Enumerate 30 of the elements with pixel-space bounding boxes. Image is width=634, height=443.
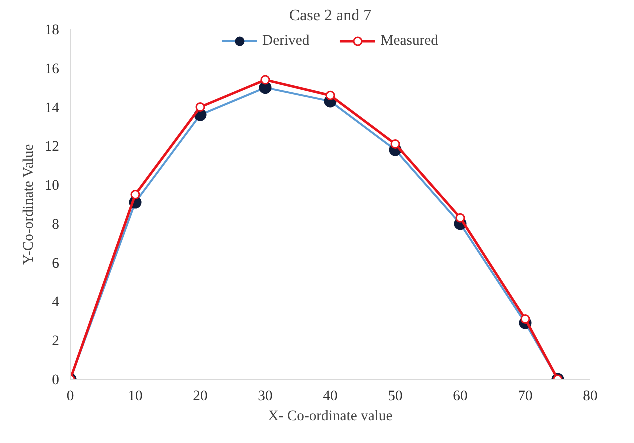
x-tick-label: 40 — [323, 388, 338, 404]
y-tick-label: 14 — [44, 100, 60, 116]
x-tick-label: 0 — [66, 388, 74, 404]
point — [130, 190, 140, 200]
legend-label: Measured — [380, 32, 439, 50]
y-tick-label: 10 — [44, 178, 60, 194]
y-tick-label: 16 — [44, 61, 60, 78]
y-tick-label: 12 — [44, 139, 60, 156]
y-tick-label: 2 — [52, 334, 60, 350]
x-tick-label: 80 — [583, 388, 598, 404]
x-tick-label: 10 — [128, 388, 143, 404]
y-tick-label: 6 — [52, 256, 60, 272]
point — [196, 102, 206, 112]
chart-title: Case 2 and 7 — [289, 8, 372, 24]
legend-label: Derived — [262, 32, 310, 50]
y-axis-title: Y-Co-ordinate Value — [20, 144, 37, 265]
x-tick-label: 50 — [388, 388, 403, 404]
y-tick-label: 18 — [44, 22, 60, 38]
y-tick-label: 8 — [52, 216, 60, 233]
x-tick-label: 30 — [258, 388, 273, 404]
y-tick-label: 0 — [52, 372, 60, 388]
x-tick-label: 20 — [193, 388, 208, 404]
x-tick-label: 70 — [518, 388, 533, 404]
point — [390, 139, 400, 149]
y-tick-label: 4 — [52, 294, 60, 311]
x-axis-title: X- Co-ordinate value — [268, 408, 393, 424]
point — [456, 213, 466, 223]
x-tick-label: 60 — [453, 388, 468, 404]
point — [260, 75, 270, 85]
point — [326, 90, 336, 100]
